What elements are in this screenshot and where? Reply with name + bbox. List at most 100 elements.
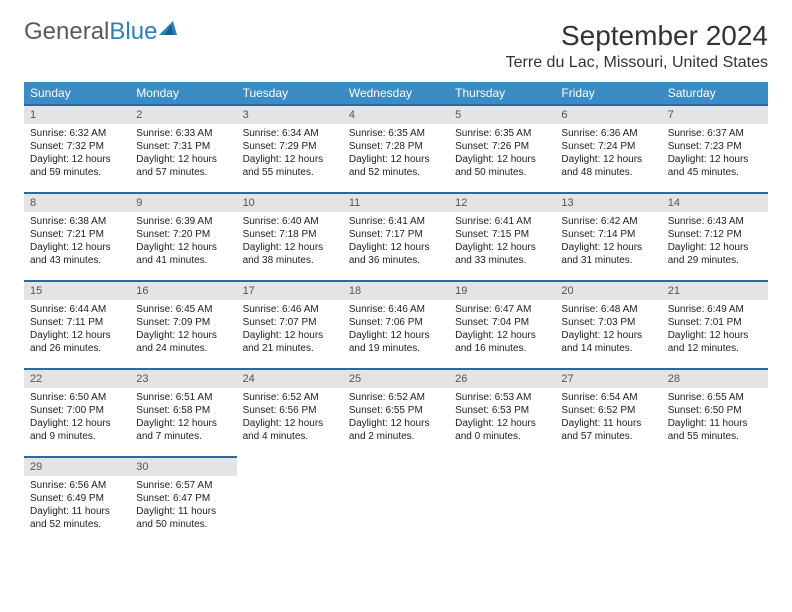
day-number: 25: [343, 370, 449, 388]
sunset-text: Sunset: 7:17 PM: [349, 228, 443, 241]
day-details: Sunrise: 6:35 AMSunset: 7:28 PMDaylight:…: [343, 124, 449, 185]
day-number: 12: [449, 194, 555, 212]
sunrise-text: Sunrise: 6:38 AM: [30, 215, 124, 228]
sunset-text: Sunset: 7:03 PM: [561, 316, 655, 329]
daylight-text: Daylight: 12 hours and 38 minutes.: [243, 241, 337, 267]
sunrise-text: Sunrise: 6:55 AM: [668, 391, 762, 404]
day-details: Sunrise: 6:36 AMSunset: 7:24 PMDaylight:…: [555, 124, 661, 185]
day-details: Sunrise: 6:48 AMSunset: 7:03 PMDaylight:…: [555, 300, 661, 361]
daylight-text: Daylight: 12 hours and 50 minutes.: [455, 153, 549, 179]
calendar-blank: [555, 456, 661, 544]
day-details: Sunrise: 6:52 AMSunset: 6:56 PMDaylight:…: [237, 388, 343, 449]
daylight-text: Daylight: 12 hours and 12 minutes.: [668, 329, 762, 355]
day-details: Sunrise: 6:56 AMSunset: 6:49 PMDaylight:…: [24, 476, 130, 537]
day-details: Sunrise: 6:51 AMSunset: 6:58 PMDaylight:…: [130, 388, 236, 449]
calendar-day: 27Sunrise: 6:54 AMSunset: 6:52 PMDayligh…: [555, 368, 661, 456]
sunrise-text: Sunrise: 6:32 AM: [30, 127, 124, 140]
page-header: General Blue September 2024 Terre du Lac…: [24, 20, 768, 78]
sunset-text: Sunset: 6:56 PM: [243, 404, 337, 417]
day-details: Sunrise: 6:33 AMSunset: 7:31 PMDaylight:…: [130, 124, 236, 185]
logo-blue-label: Blue: [109, 20, 157, 44]
sunset-text: Sunset: 7:06 PM: [349, 316, 443, 329]
sunset-text: Sunset: 7:07 PM: [243, 316, 337, 329]
calendar-day: 7Sunrise: 6:37 AMSunset: 7:23 PMDaylight…: [662, 104, 768, 192]
sunset-text: Sunset: 7:29 PM: [243, 140, 337, 153]
day-number: 14: [662, 194, 768, 212]
daylight-text: Daylight: 12 hours and 29 minutes.: [668, 241, 762, 267]
day-number: 23: [130, 370, 236, 388]
day-number: 24: [237, 370, 343, 388]
day-details: Sunrise: 6:40 AMSunset: 7:18 PMDaylight:…: [237, 212, 343, 273]
calendar-blank: [662, 456, 768, 544]
calendar-day: 12Sunrise: 6:41 AMSunset: 7:15 PMDayligh…: [449, 192, 555, 280]
day-number: 8: [24, 194, 130, 212]
daylight-text: Daylight: 11 hours and 50 minutes.: [136, 505, 230, 531]
calendar-day: 16Sunrise: 6:45 AMSunset: 7:09 PMDayligh…: [130, 280, 236, 368]
daylight-text: Daylight: 12 hours and 26 minutes.: [30, 329, 124, 355]
daylight-text: Daylight: 12 hours and 19 minutes.: [349, 329, 443, 355]
sunset-text: Sunset: 7:14 PM: [561, 228, 655, 241]
calendar-day: 3Sunrise: 6:34 AMSunset: 7:29 PMDaylight…: [237, 104, 343, 192]
weekday-header: Sunday: [24, 82, 130, 104]
calendar-day: 6Sunrise: 6:36 AMSunset: 7:24 PMDaylight…: [555, 104, 661, 192]
day-details: Sunrise: 6:35 AMSunset: 7:26 PMDaylight:…: [449, 124, 555, 185]
logo-text-general: General: [24, 20, 109, 44]
weekday-header: Saturday: [662, 82, 768, 104]
sunrise-text: Sunrise: 6:46 AM: [349, 303, 443, 316]
daylight-text: Daylight: 12 hours and 4 minutes.: [243, 417, 337, 443]
day-number: 22: [24, 370, 130, 388]
daylight-text: Daylight: 11 hours and 55 minutes.: [668, 417, 762, 443]
day-details: Sunrise: 6:41 AMSunset: 7:15 PMDaylight:…: [449, 212, 555, 273]
day-number: 15: [24, 282, 130, 300]
day-number: 27: [555, 370, 661, 388]
daylight-text: Daylight: 12 hours and 52 minutes.: [349, 153, 443, 179]
calendar-day: 10Sunrise: 6:40 AMSunset: 7:18 PMDayligh…: [237, 192, 343, 280]
calendar-day: 17Sunrise: 6:46 AMSunset: 7:07 PMDayligh…: [237, 280, 343, 368]
calendar-body: 1Sunrise: 6:32 AMSunset: 7:32 PMDaylight…: [24, 104, 768, 544]
sail-icon: [159, 20, 181, 44]
day-number: 4: [343, 106, 449, 124]
sunset-text: Sunset: 7:28 PM: [349, 140, 443, 153]
sunrise-text: Sunrise: 6:35 AM: [455, 127, 549, 140]
day-details: Sunrise: 6:38 AMSunset: 7:21 PMDaylight:…: [24, 212, 130, 273]
day-details: Sunrise: 6:34 AMSunset: 7:29 PMDaylight:…: [237, 124, 343, 185]
calendar-day: 20Sunrise: 6:48 AMSunset: 7:03 PMDayligh…: [555, 280, 661, 368]
sunset-text: Sunset: 7:20 PM: [136, 228, 230, 241]
daylight-text: Daylight: 12 hours and 14 minutes.: [561, 329, 655, 355]
daylight-text: Daylight: 12 hours and 31 minutes.: [561, 241, 655, 267]
sunset-text: Sunset: 7:26 PM: [455, 140, 549, 153]
calendar-day: 21Sunrise: 6:49 AMSunset: 7:01 PMDayligh…: [662, 280, 768, 368]
sunrise-text: Sunrise: 6:54 AM: [561, 391, 655, 404]
sunset-text: Sunset: 6:58 PM: [136, 404, 230, 417]
sunrise-text: Sunrise: 6:52 AM: [243, 391, 337, 404]
sunrise-text: Sunrise: 6:57 AM: [136, 479, 230, 492]
daylight-text: Daylight: 12 hours and 2 minutes.: [349, 417, 443, 443]
daylight-text: Daylight: 12 hours and 33 minutes.: [455, 241, 549, 267]
sunrise-text: Sunrise: 6:40 AM: [243, 215, 337, 228]
calendar-day: 9Sunrise: 6:39 AMSunset: 7:20 PMDaylight…: [130, 192, 236, 280]
location-subtitle: Terre du Lac, Missouri, United States: [506, 54, 768, 72]
day-details: Sunrise: 6:46 AMSunset: 7:06 PMDaylight:…: [343, 300, 449, 361]
sunset-text: Sunset: 6:53 PM: [455, 404, 549, 417]
sunrise-text: Sunrise: 6:43 AM: [668, 215, 762, 228]
sunset-text: Sunset: 7:15 PM: [455, 228, 549, 241]
day-number: 9: [130, 194, 236, 212]
sunset-text: Sunset: 7:12 PM: [668, 228, 762, 241]
weekday-header: Wednesday: [343, 82, 449, 104]
day-number: 7: [662, 106, 768, 124]
day-number: 18: [343, 282, 449, 300]
calendar-day: 5Sunrise: 6:35 AMSunset: 7:26 PMDaylight…: [449, 104, 555, 192]
calendar-day: 8Sunrise: 6:38 AMSunset: 7:21 PMDaylight…: [24, 192, 130, 280]
day-details: Sunrise: 6:39 AMSunset: 7:20 PMDaylight:…: [130, 212, 236, 273]
calendar-day: 18Sunrise: 6:46 AMSunset: 7:06 PMDayligh…: [343, 280, 449, 368]
sunset-text: Sunset: 7:18 PM: [243, 228, 337, 241]
sunrise-text: Sunrise: 6:39 AM: [136, 215, 230, 228]
day-number: 10: [237, 194, 343, 212]
day-number: 11: [343, 194, 449, 212]
calendar-day: 13Sunrise: 6:42 AMSunset: 7:14 PMDayligh…: [555, 192, 661, 280]
daylight-text: Daylight: 12 hours and 55 minutes.: [243, 153, 337, 179]
sunset-text: Sunset: 7:23 PM: [668, 140, 762, 153]
day-details: Sunrise: 6:43 AMSunset: 7:12 PMDaylight:…: [662, 212, 768, 273]
day-details: Sunrise: 6:53 AMSunset: 6:53 PMDaylight:…: [449, 388, 555, 449]
sunrise-text: Sunrise: 6:35 AM: [349, 127, 443, 140]
